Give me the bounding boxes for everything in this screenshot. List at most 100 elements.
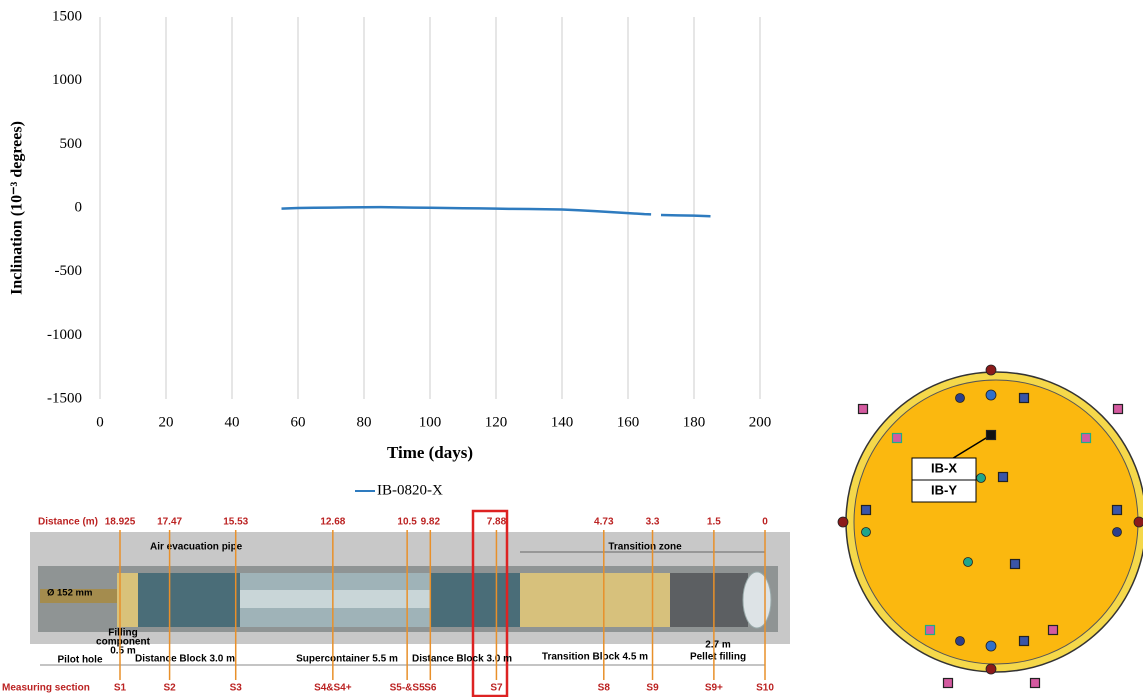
distance-label: 10.5 [397,517,417,528]
pilot-rod [40,589,120,603]
sensor [1018,635,1030,647]
section-label: S8 [598,683,611,694]
distance-label: 9.82 [421,517,441,528]
sensor [985,663,997,675]
label: Distance Block 3.0 m [135,654,235,665]
sensor [942,677,954,689]
x-tick-label: 0 [96,414,104,430]
filling-component [117,573,139,627]
highlight-box [471,509,509,697]
distance-label: 7.88 [487,517,507,528]
transition-block [520,573,670,627]
distance-label: 15.53 [223,517,248,528]
label: 0.5 m [110,646,136,657]
sensor [1029,677,1041,689]
label: 2.7 m [705,640,731,651]
sensor [1018,392,1030,404]
y-tick-label: -1500 [47,390,82,406]
sensor [1111,504,1123,516]
sensor [1112,403,1124,415]
x-tick-label: 140 [551,414,574,430]
sensor [1112,527,1122,537]
sensor [857,403,869,415]
sensors [837,364,1143,689]
section-label: S9 [646,683,659,694]
distance-label: 4.73 [594,517,614,528]
distance-block [430,573,520,627]
buffer [853,379,1139,665]
sensor [955,636,965,646]
x-axis-label: Time (days) [387,443,473,462]
label: Filling [108,628,137,639]
x-tick-label: 200 [749,414,772,430]
x-tick-label: 160 [617,414,640,430]
label: Pellet filling [690,652,746,663]
distance-label: 12.68 [320,517,345,528]
distance-label: 17.47 [157,517,182,528]
data-line [281,205,711,218]
x-tick-label: 40 [225,414,240,430]
section-label: S1 [114,683,127,694]
section-label: S2 [163,683,176,694]
sensor [985,389,997,401]
row-label: Measuring section [2,683,90,694]
cross-section: IB-X IB-Y [837,364,1143,689]
label: Distance Block 3.0 m [412,654,512,665]
sensor [1133,516,1143,528]
distance-block [138,573,240,627]
label: component [96,637,151,648]
sensor [1047,624,1059,636]
y-tick-label: 1500 [52,8,82,24]
y-tick-label: 1000 [52,72,82,88]
y-tick-label: 500 [60,136,83,152]
sensor [985,640,997,652]
x-tick-label: 180 [683,414,706,430]
section-label: S4&S4+ [314,683,352,694]
label: Supercontainer 5.5 m [296,654,398,665]
legend-label: IB-0820-X [377,482,443,498]
x-tick-label: 80 [357,414,372,430]
tunnel-diagram: Air evacuation pipe Transition zone Ø 15… [2,509,790,697]
row-label: Distance (m) [38,517,98,528]
sensor [955,393,965,403]
sensor [1080,432,1092,444]
section-label: S3 [230,683,243,694]
y-axis-label: Inclination (10⁻³ degrees) [9,121,26,295]
sensor [861,527,871,537]
y-tick-label: -1000 [47,327,82,343]
sensor [985,364,997,376]
label: Air evacuation pipe [150,542,243,553]
section-label: S9+ [705,683,723,694]
distance-label: 0 [762,517,768,528]
distance-label: 3.3 [646,517,660,528]
sensor [963,557,973,567]
label: Ø 152 mm [47,588,92,599]
pellet-filling [670,573,748,627]
line-chart: Time (days) Inclination (10⁻³ degrees) 0… [9,8,772,498]
section-label: S10 [756,683,774,694]
sensor [891,432,903,444]
sensor [1009,558,1021,570]
y-tick-label: -500 [55,263,83,279]
sensor [924,624,936,636]
distance-label: 18.925 [105,517,136,528]
pointer [949,434,992,461]
sensor [837,516,849,528]
label: Transition Block 4.5 m [542,652,648,663]
x-tick-label: 120 [485,414,508,430]
label: Pilot hole [58,655,103,666]
sensor-label: IB-X [931,460,957,475]
label: Transition zone [608,542,682,553]
sensor [860,504,872,516]
sensor [997,471,1009,483]
plug [742,571,772,629]
sensor [985,429,997,441]
supercontainer-shine [240,590,430,608]
sensor [976,473,986,483]
x-tick-label: 20 [159,414,174,430]
y-tick-label: 0 [75,199,83,215]
sensor-label: IB-Y [931,482,957,497]
section-label: S6 [424,683,437,694]
section-label: S7 [490,683,503,694]
